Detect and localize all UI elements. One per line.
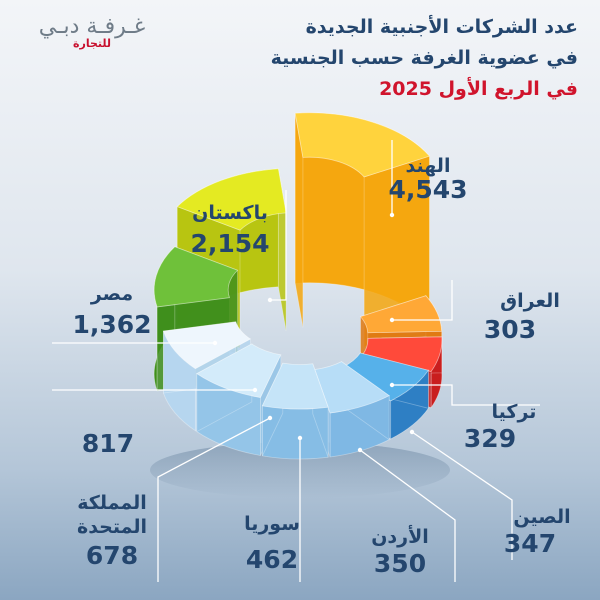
slice-0 bbox=[294, 112, 431, 348]
page-title: عدد الشركات الأجنبية الجديدة في عضوية ال… bbox=[218, 12, 578, 105]
slice-label-value-5: 462 bbox=[246, 545, 298, 574]
leader-line-1 bbox=[392, 280, 453, 321]
slice-4-top bbox=[314, 361, 390, 414]
slice-label-value-3: 347 bbox=[504, 529, 556, 558]
slice-label-name-0: الهند bbox=[406, 155, 451, 177]
slice-label-name-2: تركيا bbox=[492, 401, 537, 423]
slice-label-value-0: 4,543 bbox=[388, 175, 467, 204]
slice-5-top bbox=[261, 362, 329, 410]
slice-1-top bbox=[359, 295, 443, 334]
leader-dot-7 bbox=[252, 387, 258, 393]
slice-label-name-5: سوريا bbox=[244, 513, 300, 535]
leader-dot-9 bbox=[267, 297, 273, 303]
leader-dot-4 bbox=[357, 447, 363, 453]
slice-label-name-9: باكستان bbox=[192, 202, 268, 224]
leader-lines bbox=[52, 140, 540, 582]
slices-layer bbox=[153, 112, 443, 460]
slice-5 bbox=[261, 362, 329, 460]
leader-dot-5 bbox=[297, 435, 303, 441]
leader-dot-3 bbox=[409, 429, 415, 435]
slice-3-top bbox=[342, 352, 430, 402]
logo-main-text: غـرفـة دبـي bbox=[38, 14, 146, 39]
leader-dot-6 bbox=[267, 415, 273, 421]
logo: غـرفـة دبـي للتجارة bbox=[22, 14, 162, 50]
title-line-3: في الربع الأول 2025 bbox=[379, 78, 578, 100]
slice-label-name-8: مصر bbox=[90, 283, 133, 305]
slice-0-top bbox=[294, 112, 431, 178]
leader-line-2 bbox=[392, 384, 540, 406]
slice-6-top bbox=[196, 343, 282, 398]
slice-label-name-4: الأردن bbox=[371, 525, 429, 548]
slice-label-value-4: 350 bbox=[374, 549, 426, 578]
slice-label-value-2: 329 bbox=[464, 424, 516, 453]
slice-label-name-1: العراق bbox=[500, 290, 560, 312]
leader-dot-8 bbox=[212, 340, 218, 346]
slice-9-top bbox=[176, 168, 287, 231]
slice-label-name-6: المملكة المتحدة bbox=[77, 492, 147, 538]
logo-sub-text: للتجارة bbox=[73, 37, 111, 50]
slice-label-value-9: 2,154 bbox=[190, 229, 269, 258]
leader-dot-2 bbox=[389, 382, 395, 388]
leader-line-3 bbox=[411, 431, 513, 560]
slice-8-top bbox=[153, 246, 239, 308]
slice-2-top bbox=[362, 336, 443, 372]
slice-label-value-6: 678 bbox=[86, 541, 138, 570]
slice-label-value-7: 817 bbox=[82, 429, 134, 458]
leader-line-9 bbox=[270, 190, 287, 301]
leader-dot-1 bbox=[389, 317, 395, 323]
slice-7-top bbox=[162, 321, 252, 370]
slice-label-value-1: 303 bbox=[484, 315, 536, 344]
title-line-1: عدد الشركات الأجنبية الجديدة bbox=[305, 16, 578, 38]
leader-line-4 bbox=[359, 449, 456, 582]
leader-line-6 bbox=[157, 417, 271, 582]
slice-label-value-8: 1,362 bbox=[72, 310, 151, 339]
leader-dot-0 bbox=[389, 212, 395, 218]
title-line-2: في عضوية الغرفة حسب الجنسية bbox=[270, 47, 578, 69]
slice-label-name-3: الصين bbox=[513, 506, 570, 528]
